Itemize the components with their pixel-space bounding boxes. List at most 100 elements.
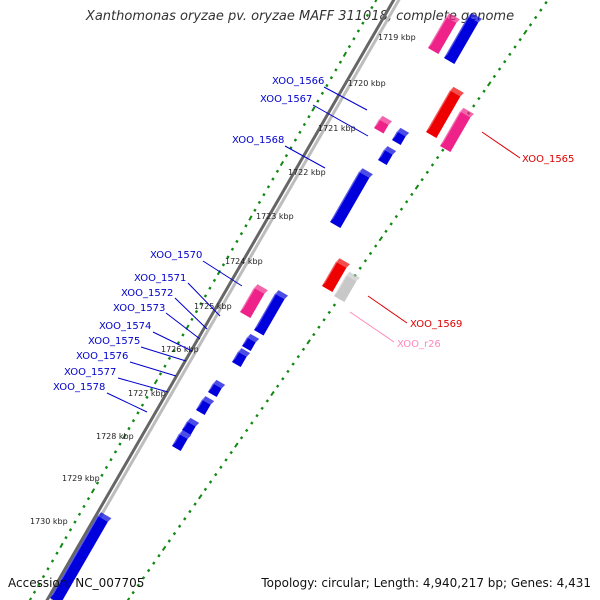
scale-tick [64,535,68,540]
scale-tick [347,44,352,49]
scale-tick [219,465,223,469]
gene-block-xoo-1574[interactable] [208,379,226,397]
gene-leader-line [129,361,177,377]
gene-label-xoo-1571[interactable]: XOO_1571 [134,273,186,284]
scale-label: 1730 kbp [30,517,68,526]
scale-tick [248,215,253,221]
gene-block-xoo-1573[interactable] [232,348,251,367]
scale-tick [50,559,55,563]
gene-block-xoo-1568[interactable] [330,168,373,228]
scale-tick [86,496,91,501]
gene-label-xoo-1574[interactable]: XOO_1574 [99,321,151,332]
scale-tick [255,413,259,418]
gene-label-xoo-1575[interactable]: XOO_1575 [88,336,140,347]
scale-tick [176,341,181,345]
gene-block-xoo-1577-side [179,430,192,439]
gene-block-xoo-1576-side [187,417,200,427]
gene-block-xoo-1575[interactable] [196,396,215,415]
scale-tick [46,567,50,571]
scale-tick [118,442,122,446]
scale-tick [342,51,348,58]
gene-block-xoo-1572-side [247,333,260,343]
gene-block-pink-top[interactable] [428,13,460,55]
scale-tick [95,481,100,485]
gene-label-xoo-1567[interactable]: XOO_1567 [260,94,312,105]
gene-block-xoo-1565b[interactable] [440,107,474,152]
scale-tick [291,362,295,366]
gene-block-xoo-1578[interactable] [50,512,112,600]
gene-block-xoo-r26-face [334,275,357,302]
gene-block-xoo-1567[interactable] [378,146,397,165]
map-title: Xanthomonas oryzae pv. oryzae MAFF 31101… [85,9,515,24]
gene-block-xoo-1578-top [50,512,101,598]
gene-block-xoo-1568-top [330,168,363,222]
scale-tick [127,426,131,431]
scale-tick [281,377,285,381]
scale-tick [365,13,370,18]
gene-block-xoo-1576[interactable] [182,417,200,435]
gene-label-xoo-1568[interactable]: XOO_1568 [232,135,284,146]
gene-label-xoo-1570[interactable]: XOO_1570 [150,250,202,261]
gene-leader-line [165,312,201,340]
gene-label-xoo-1569[interactable]: XOO_1569 [410,319,462,330]
gene-label-xoo-1565[interactable]: XOO_1565 [522,154,574,165]
gene-block-xoo-1565[interactable] [426,86,464,138]
gene-block-xoo-1575-face [196,399,211,415]
scale-tick [41,574,46,579]
gene-block-xoo-1577-top [172,430,183,446]
gene-label-xoo-1566[interactable]: XOO_1566 [272,76,324,87]
scale-tick [486,81,492,87]
scale-tick [161,545,167,552]
scale-tick [332,303,337,307]
scale-tick [113,450,118,454]
gene-block-xoo-1575-side [202,396,215,405]
gene-block-blue-top[interactable] [444,12,482,64]
gene-block-xoo-1576-top [182,417,191,430]
scale-tick [253,208,257,212]
gene-leader-line [117,377,169,393]
scale-tick [181,333,185,337]
scale-tick [229,450,233,455]
scale-tick [298,130,302,134]
scale-label: 1719 kbp [378,33,416,42]
gene-leader-line [367,295,408,324]
scale-tick [244,224,248,228]
scale-tick [329,76,334,80]
gene-label-xoo-1573[interactable]: XOO_1573 [113,303,165,314]
gene-block-xoo-1566[interactable] [374,115,393,134]
scale-tick [363,259,368,263]
gene-block-xoo-1571[interactable] [254,290,289,336]
scale-tick [435,155,440,160]
scale-tick [361,21,365,25]
gene-label-xoo-1572[interactable]: XOO_1572 [121,288,173,299]
scale-tick [497,67,502,71]
gene-block-xoo-r26[interactable] [334,271,360,302]
gene-label-xoo-r26[interactable]: XOO_r26 [397,339,441,350]
gene-block-blue-top-side [468,12,482,23]
gene-label-xoo-1577[interactable]: XOO_1577 [64,367,116,378]
gene-block-xoo-1574-top [208,379,217,392]
scale-tick [197,494,203,500]
gene-leader-line [323,86,368,111]
gene-block-xoo-1577[interactable] [172,430,192,451]
scale-tick [265,399,270,403]
gene-label-xoo-1576[interactable]: XOO_1576 [76,351,128,362]
gene-block-xoo-1569[interactable] [322,258,350,292]
scale-tick [167,539,171,543]
scale-tick [199,302,203,306]
gene-label-xoo-1578[interactable]: XOO_1578 [53,382,105,393]
scale-tick [316,99,320,103]
scale-tick [172,531,177,536]
gene-block-xoo-1570[interactable] [240,284,268,318]
scale-tick [136,411,140,415]
scale-tick [528,23,533,27]
scale-tick [307,115,311,119]
gene-block-xoo-1567b[interactable] [392,127,410,145]
gene-block-xoo-1565b-top [440,107,464,146]
scale-label: 1728 kbp [96,432,134,441]
gene-block-xoo-1567b-face [392,131,406,145]
scale-tick [544,1,548,5]
scale-tick [212,278,217,283]
gene-block-xoo-1572[interactable] [242,333,260,351]
scale-tick [203,487,208,492]
